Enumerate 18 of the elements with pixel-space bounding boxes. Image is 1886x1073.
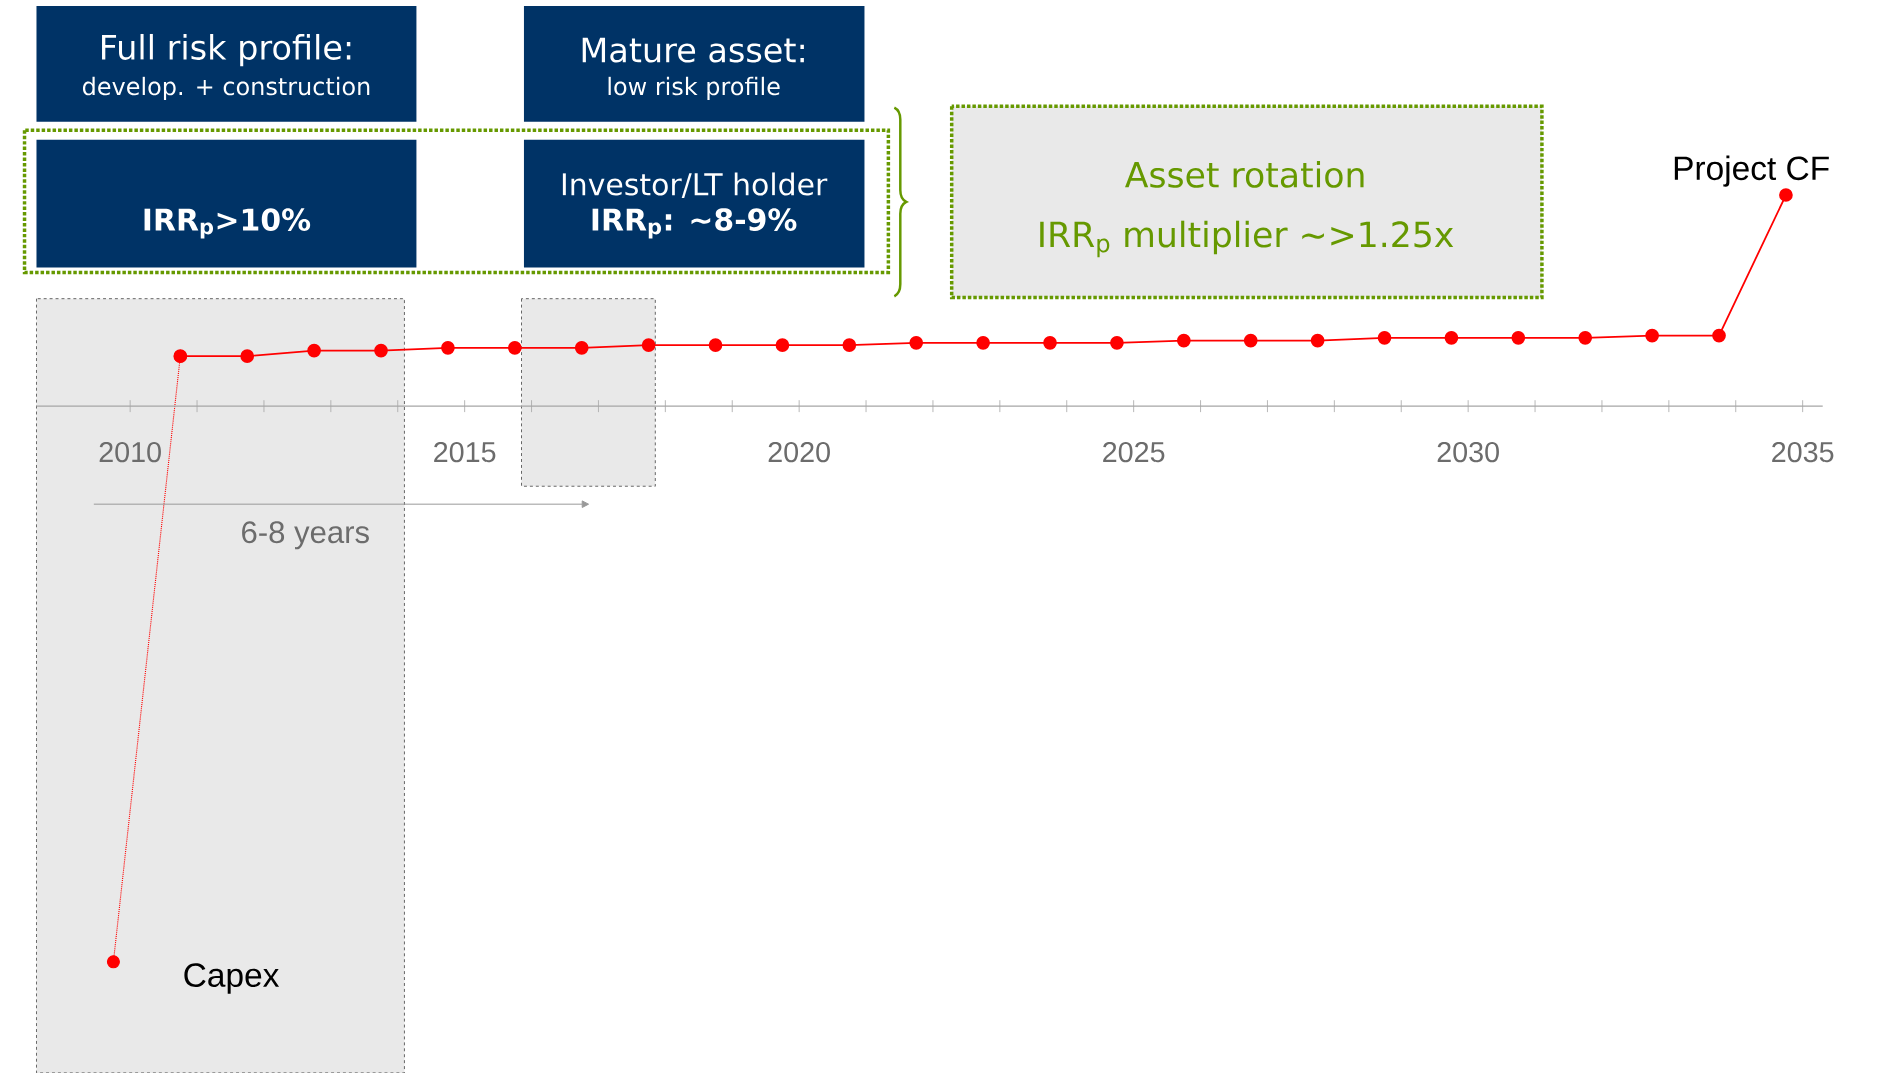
- x-tick-label: 2030: [1437, 441, 1499, 463]
- text: develop. + construction: [82, 76, 370, 100]
- annotation: 6-8 years: [242, 520, 369, 550]
- text: Full risk profile:: [102, 33, 351, 67]
- annotation: IRR$_{p}$ multiplier ~>1.25x: [1040, 220, 1454, 257]
- annotation: IRR$_{p}$: ~8-9%: [592, 208, 797, 239]
- text: low risk profile: [608, 76, 780, 100]
- annotation: Capex: [184, 963, 280, 994]
- text: Asset rotation: [1125, 160, 1364, 188]
- annotation: IRR$_{p}$>10%: [144, 208, 311, 239]
- x-tick-label: 2020: [768, 441, 830, 463]
- annotation: Project CF: [1674, 155, 1829, 187]
- x-tick-label: 2035: [1772, 441, 1834, 463]
- annotation: Investor/LT holder: [562, 172, 828, 198]
- text: Mature asset:: [582, 37, 804, 63]
- x-tick-label: 2025: [1103, 441, 1165, 463]
- x-tick-label: 2015: [434, 441, 496, 463]
- x-tick-label: 2010: [99, 441, 161, 463]
